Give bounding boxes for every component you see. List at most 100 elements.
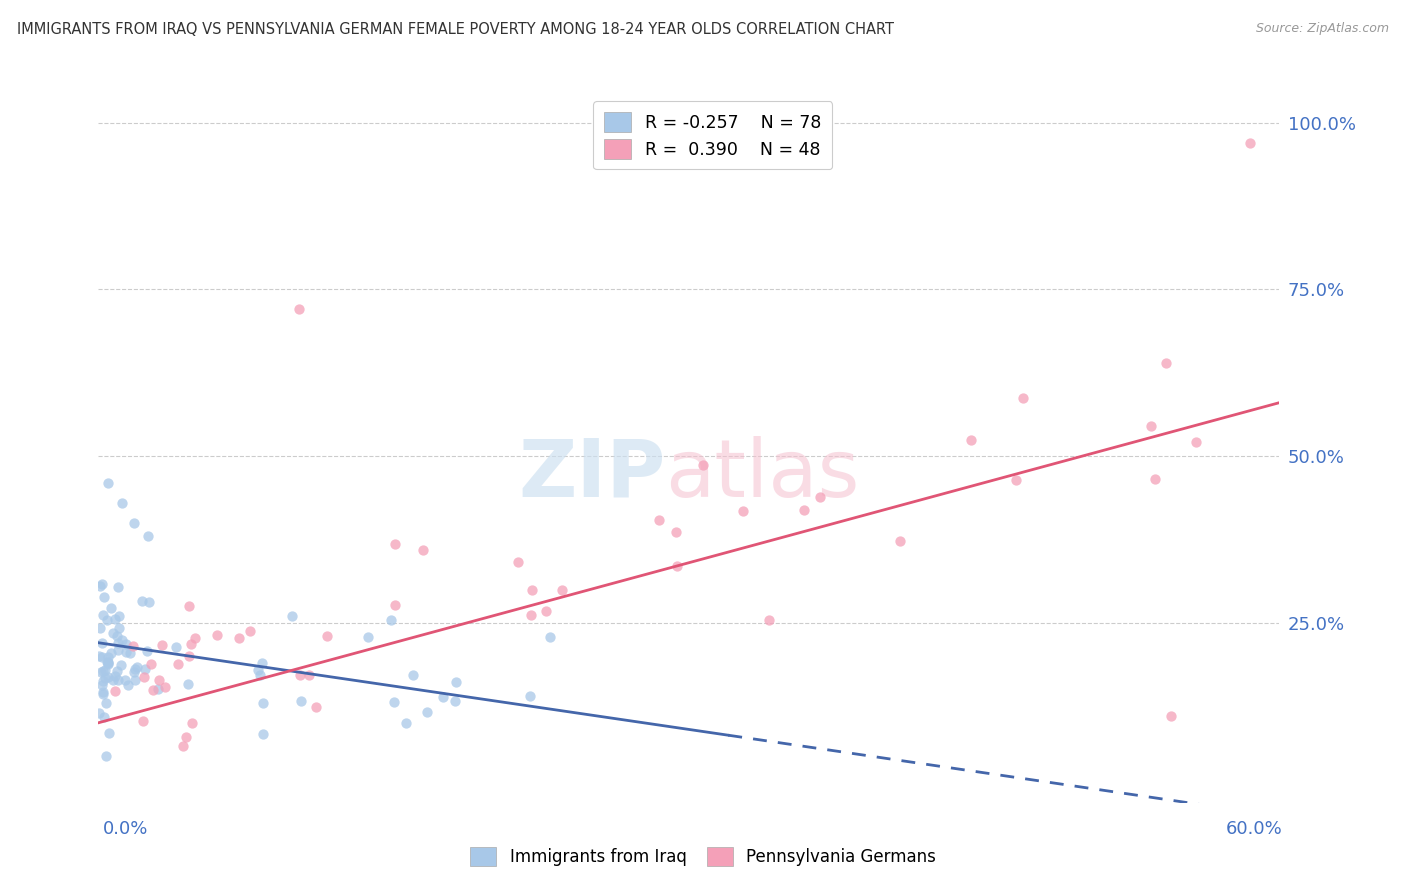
Point [89, 579, 111, 593]
Point [252, 696, 274, 710]
Point [90, 665, 112, 680]
Point [247, 663, 270, 677]
Point [96, 749, 118, 764]
Point [97, 656, 120, 670]
Point [91, 687, 114, 701]
Point [94, 696, 117, 710]
Point [97, 475, 120, 490]
Point [136, 529, 159, 543]
Point [110, 658, 132, 673]
Point [384, 598, 406, 612]
Point [142, 683, 165, 698]
Point [1144, 472, 1167, 486]
Legend: Immigrants from Iraq, Pennsylvania Germans: Immigrants from Iraq, Pennsylvania Germa… [463, 840, 943, 873]
Point [111, 632, 134, 647]
Text: 0.0%: 0.0% [103, 820, 148, 838]
Point [122, 640, 145, 654]
Point [136, 644, 159, 658]
Point [89, 706, 111, 720]
Point [252, 656, 274, 670]
Point [122, 665, 145, 679]
Point [519, 690, 541, 704]
Point [252, 727, 274, 741]
Point [91, 577, 114, 591]
Point [138, 595, 160, 609]
Point [960, 433, 983, 447]
Point [105, 629, 128, 643]
Point [1239, 136, 1261, 150]
Point [357, 631, 380, 645]
Point [141, 657, 163, 671]
Point [124, 673, 146, 688]
Point [380, 614, 402, 628]
Point [298, 667, 321, 681]
Point [166, 657, 188, 671]
Point [122, 516, 145, 530]
Point [889, 533, 911, 548]
Point [118, 646, 141, 660]
Point [91, 673, 114, 688]
Point [180, 715, 202, 730]
Point [290, 694, 312, 708]
Point [177, 676, 200, 690]
Point [174, 730, 197, 744]
Point [148, 673, 170, 687]
Point [444, 694, 467, 708]
Point [93, 709, 115, 723]
Point [1154, 356, 1177, 370]
Point [134, 663, 156, 677]
Point [115, 645, 138, 659]
Point [288, 302, 311, 317]
Point [1005, 474, 1028, 488]
Point [104, 669, 127, 683]
Point [432, 690, 454, 704]
Point [96, 655, 118, 669]
Point [97, 657, 120, 671]
Point [93, 591, 115, 605]
Point [89, 621, 111, 635]
Point [665, 558, 688, 573]
Point [111, 496, 134, 510]
Point [97, 650, 120, 665]
Point [101, 673, 124, 688]
Point [96, 613, 118, 627]
Point [382, 695, 405, 709]
Point [117, 678, 139, 692]
Legend: R = -0.257    N = 78, R =  0.390    N = 48: R = -0.257 N = 78, R = 0.390 N = 48 [593, 102, 832, 169]
Point [132, 714, 155, 728]
Point [132, 670, 155, 684]
Point [91, 685, 114, 699]
Point [538, 630, 561, 644]
Point [810, 490, 832, 504]
Point [115, 636, 138, 650]
Point [114, 673, 136, 688]
Point [305, 699, 328, 714]
Point [131, 593, 153, 607]
Text: atlas: atlas [665, 435, 859, 514]
Point [416, 706, 439, 720]
Point [290, 668, 312, 682]
Point [150, 638, 173, 652]
Point [733, 503, 755, 517]
Point [103, 626, 125, 640]
Point [315, 630, 337, 644]
Point [94, 671, 117, 685]
Point [93, 663, 115, 677]
Point [522, 583, 544, 598]
Point [146, 681, 169, 696]
Point [179, 649, 201, 664]
Point [108, 609, 131, 624]
Point [125, 659, 148, 673]
Point [412, 543, 434, 558]
Text: Source: ZipAtlas.com: Source: ZipAtlas.com [1256, 22, 1389, 36]
Point [228, 631, 250, 645]
Point [97, 670, 120, 684]
Point [107, 621, 129, 635]
Text: IMMIGRANTS FROM IRAQ VS PENNSYLVANIA GERMAN FEMALE POVERTY AMONG 18-24 YEAR OLDS: IMMIGRANTS FROM IRAQ VS PENNSYLVANIA GER… [17, 22, 894, 37]
Point [1160, 709, 1182, 723]
Point [1012, 391, 1035, 405]
Text: 60.0%: 60.0% [1226, 820, 1282, 838]
Point [395, 716, 418, 731]
Point [90, 678, 112, 692]
Point [1140, 419, 1163, 434]
